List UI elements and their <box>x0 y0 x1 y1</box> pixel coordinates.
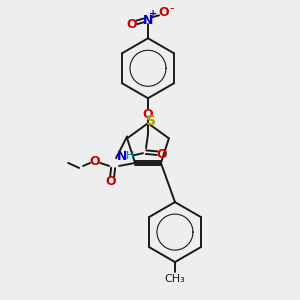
Text: N: N <box>117 150 127 163</box>
Text: -: - <box>170 2 174 15</box>
Text: +: + <box>149 9 157 19</box>
Text: O: O <box>157 148 167 161</box>
Text: O: O <box>106 176 116 188</box>
Text: N: N <box>143 14 153 27</box>
Text: S: S <box>146 114 156 128</box>
Text: O: O <box>127 18 137 31</box>
Text: O: O <box>159 6 169 19</box>
Text: H: H <box>126 151 134 161</box>
Text: O: O <box>143 108 153 121</box>
Text: CH₃: CH₃ <box>165 274 185 284</box>
Text: O: O <box>90 155 101 169</box>
